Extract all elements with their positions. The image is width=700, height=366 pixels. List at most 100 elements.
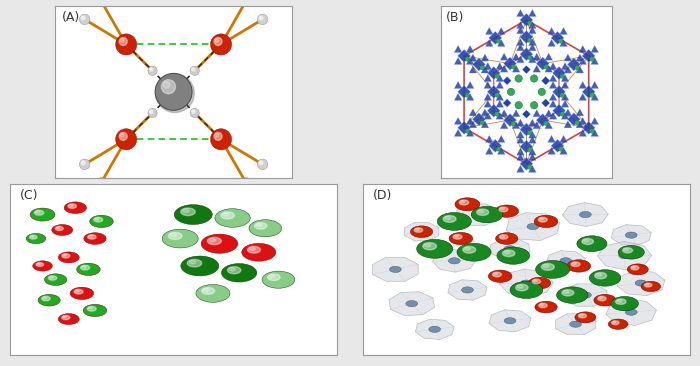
Circle shape — [500, 235, 505, 237]
Circle shape — [527, 131, 532, 135]
Polygon shape — [404, 223, 439, 241]
Circle shape — [76, 290, 79, 292]
Circle shape — [504, 251, 510, 254]
Circle shape — [461, 201, 465, 203]
Polygon shape — [528, 119, 536, 126]
Polygon shape — [517, 165, 524, 172]
Circle shape — [489, 270, 512, 283]
Circle shape — [533, 280, 537, 282]
Circle shape — [443, 216, 456, 222]
Circle shape — [556, 287, 588, 303]
Polygon shape — [496, 112, 504, 119]
Circle shape — [38, 294, 60, 306]
Circle shape — [58, 314, 79, 325]
Polygon shape — [500, 65, 508, 72]
Circle shape — [527, 224, 539, 229]
Polygon shape — [549, 63, 557, 70]
Polygon shape — [454, 57, 462, 64]
Polygon shape — [536, 57, 550, 70]
Circle shape — [465, 57, 470, 61]
Polygon shape — [497, 147, 505, 154]
Circle shape — [96, 0, 106, 6]
Circle shape — [540, 218, 544, 220]
Polygon shape — [503, 57, 517, 70]
Polygon shape — [555, 314, 596, 335]
Polygon shape — [487, 85, 500, 98]
Circle shape — [88, 235, 96, 239]
Circle shape — [214, 132, 222, 140]
Circle shape — [527, 38, 532, 42]
Polygon shape — [517, 136, 524, 143]
Circle shape — [119, 132, 127, 140]
Polygon shape — [582, 85, 595, 98]
Circle shape — [270, 275, 275, 278]
Polygon shape — [591, 117, 598, 124]
Circle shape — [98, 179, 102, 183]
Polygon shape — [528, 131, 536, 138]
Polygon shape — [579, 93, 587, 100]
Circle shape — [465, 129, 470, 133]
Circle shape — [155, 74, 192, 110]
Polygon shape — [454, 93, 462, 100]
Circle shape — [465, 93, 470, 97]
Polygon shape — [617, 270, 665, 296]
Polygon shape — [545, 53, 552, 60]
Circle shape — [499, 235, 508, 239]
Polygon shape — [484, 93, 491, 100]
Polygon shape — [466, 57, 474, 64]
Polygon shape — [547, 39, 556, 46]
Circle shape — [645, 283, 652, 287]
Polygon shape — [456, 203, 498, 225]
Circle shape — [635, 280, 647, 286]
Circle shape — [262, 271, 295, 288]
Circle shape — [641, 281, 661, 292]
Polygon shape — [517, 131, 524, 138]
Circle shape — [532, 279, 540, 284]
Circle shape — [423, 243, 437, 250]
Polygon shape — [372, 257, 419, 281]
Polygon shape — [448, 280, 487, 300]
Polygon shape — [517, 10, 524, 16]
Circle shape — [499, 207, 508, 212]
Circle shape — [150, 111, 152, 112]
Circle shape — [42, 296, 50, 301]
Polygon shape — [528, 148, 536, 155]
Polygon shape — [528, 136, 536, 143]
Circle shape — [36, 262, 43, 266]
Circle shape — [410, 226, 433, 238]
Circle shape — [214, 37, 222, 45]
Circle shape — [516, 284, 528, 291]
Circle shape — [495, 93, 499, 97]
Polygon shape — [469, 109, 477, 116]
Circle shape — [31, 236, 34, 238]
Circle shape — [88, 306, 96, 311]
Polygon shape — [506, 213, 559, 240]
Polygon shape — [564, 121, 572, 128]
Circle shape — [70, 287, 94, 299]
Circle shape — [201, 234, 238, 253]
Circle shape — [494, 273, 498, 275]
Circle shape — [453, 235, 462, 239]
Polygon shape — [517, 38, 524, 46]
Circle shape — [241, 0, 251, 6]
Polygon shape — [559, 39, 568, 46]
Polygon shape — [484, 112, 491, 119]
Polygon shape — [533, 65, 540, 72]
Circle shape — [445, 217, 451, 220]
Polygon shape — [487, 67, 500, 79]
Circle shape — [511, 64, 516, 69]
Circle shape — [90, 215, 113, 228]
Circle shape — [120, 39, 124, 42]
Polygon shape — [533, 53, 540, 60]
Circle shape — [477, 209, 489, 215]
Polygon shape — [579, 81, 587, 89]
Polygon shape — [579, 117, 587, 124]
Polygon shape — [582, 49, 595, 63]
Text: (A): (A) — [62, 11, 80, 25]
Circle shape — [594, 273, 607, 279]
Circle shape — [196, 284, 230, 302]
Circle shape — [560, 258, 572, 264]
Circle shape — [578, 314, 587, 318]
Circle shape — [455, 198, 480, 211]
Circle shape — [202, 287, 215, 294]
